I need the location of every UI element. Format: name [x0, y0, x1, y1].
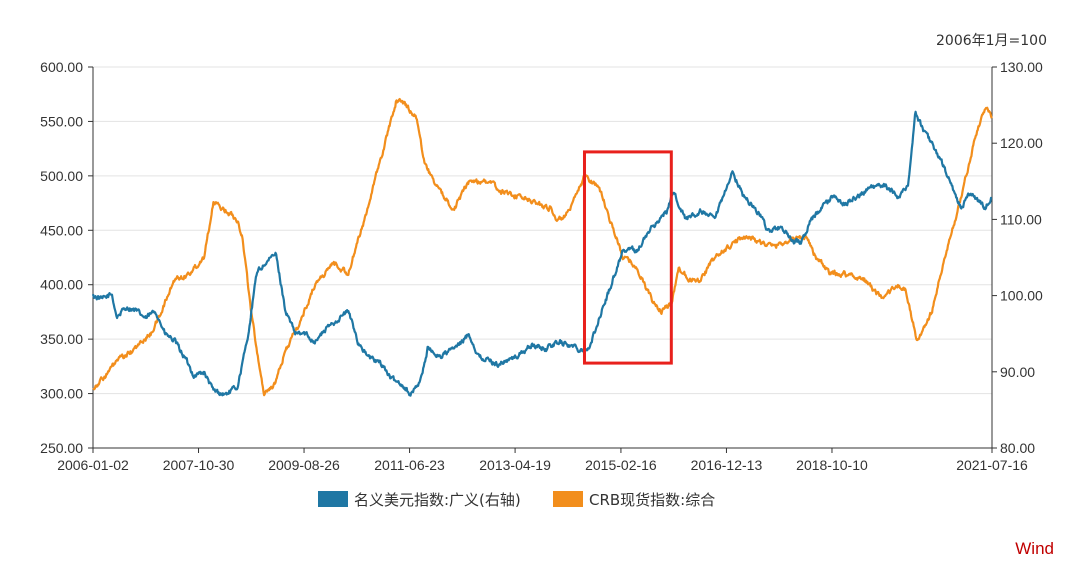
right-axis-tick-label: 90.00: [1000, 364, 1035, 380]
right-axis-tick-label: 100.00: [1000, 288, 1043, 304]
right-axis-tick-label: 130.00: [1000, 59, 1043, 75]
wind-watermark: Wind: [1015, 539, 1054, 558]
axes: 600.00 550.00 500.00 450.00 400.00 350.00 300.…: [40, 59, 1043, 473]
x-axis-tick-label: 2016-12-13: [691, 457, 763, 473]
legend-swatch: [553, 491, 583, 507]
grid-lines: [93, 66, 992, 395]
right-axis-tick-label: 120.00: [1000, 135, 1043, 151]
right-axis-tick-label: 80.00: [1000, 440, 1035, 456]
series-line-crb-index: [92, 98, 993, 397]
x-axis-tick-label: 2011-06-23: [374, 457, 445, 473]
left-axis-tick-label: 400.00: [40, 277, 83, 293]
left-axis-tick-label: 550.00: [40, 113, 83, 129]
series-layer: [91, 98, 993, 397]
unit-note: 2006年1月=100: [936, 33, 1047, 49]
left-axis-tick-label: 450.00: [40, 222, 83, 238]
x-axis-tick-label: 2009-08-26: [268, 457, 340, 473]
overlay-layer: [582, 150, 673, 365]
series-line-dollar-index: [91, 110, 993, 397]
legend-label: CRB现货指数:综合: [589, 491, 715, 509]
x-axis-tick-label: 2018-10-10: [796, 457, 868, 473]
highlight-box: [582, 150, 673, 365]
legend-swatch: [318, 491, 348, 507]
left-axis-tick-label: 600.00: [40, 59, 83, 75]
left-axis-tick-label: 300.00: [40, 386, 83, 402]
legend: 名义美元指数:广义(右轴) CRB现货指数:综合: [318, 491, 715, 509]
x-axis-tick-label: 2006-01-02: [57, 457, 129, 473]
x-axis-tick-label: 2021-07-16: [956, 457, 1028, 473]
left-axis-tick-label: 350.00: [40, 331, 83, 347]
x-axis-tick-label: 2007-10-30: [163, 457, 235, 473]
x-axis-tick-label: 2015-02-16: [585, 457, 657, 473]
left-axis-tick-label: 250.00: [40, 440, 83, 456]
x-axis-tick-label: 2013-04-19: [479, 457, 551, 473]
right-axis-tick-label: 110.00: [1000, 211, 1042, 227]
left-axis-tick-label: 500.00: [40, 168, 83, 184]
legend-label: 名义美元指数:广义(右轴): [354, 491, 521, 509]
